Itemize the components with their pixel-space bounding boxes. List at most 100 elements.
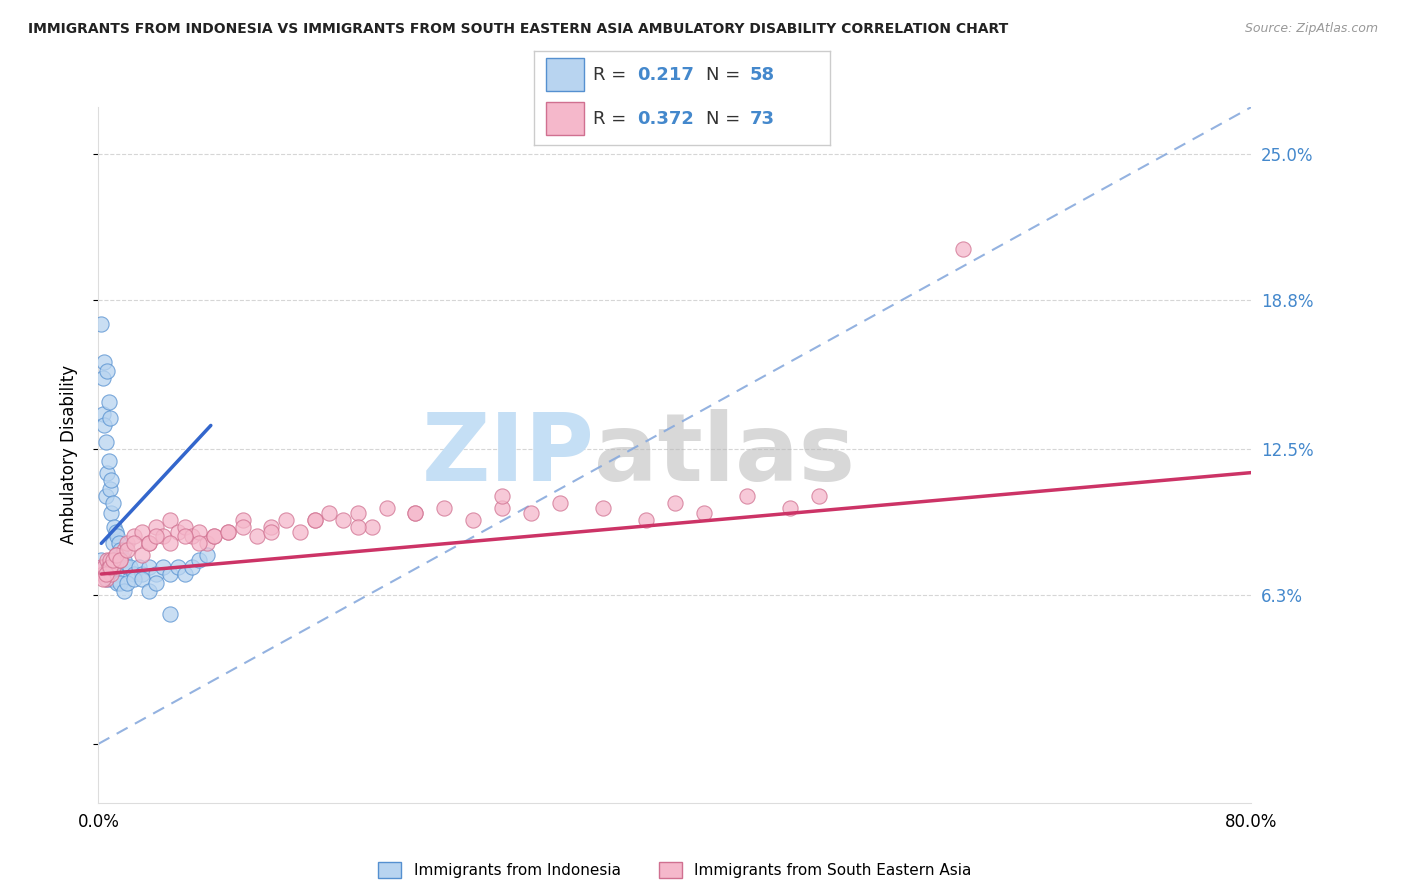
Point: [461, 513, 484, 527]
Point: [108, 543, 131, 558]
Point: [90, 560, 112, 574]
Point: [217, 524, 239, 539]
Point: [405, 506, 427, 520]
Point: [100, 572, 122, 586]
Point: [807, 489, 830, 503]
Point: [159, 567, 181, 582]
Point: [98, 553, 121, 567]
Point: [152, 560, 174, 574]
Point: [195, 536, 218, 550]
Point: [491, 489, 513, 503]
Point: [120, 560, 142, 574]
Point: [246, 529, 269, 543]
Point: [131, 548, 153, 562]
Point: [93, 560, 115, 574]
Point: [304, 513, 326, 527]
Point: [433, 500, 456, 515]
Point: [231, 513, 254, 527]
Point: [520, 506, 543, 520]
Point: [166, 560, 188, 574]
Point: [101, 560, 124, 574]
Point: [90, 317, 112, 331]
Text: atlas: atlas: [595, 409, 855, 501]
Point: [107, 536, 129, 550]
Point: [138, 583, 160, 598]
Point: [693, 506, 716, 520]
Point: [332, 513, 354, 527]
Text: R =: R =: [593, 66, 633, 84]
Point: [779, 500, 801, 515]
Point: [195, 548, 218, 562]
Point: [159, 536, 181, 550]
Point: [274, 513, 297, 527]
Point: [138, 560, 160, 574]
Point: [91, 567, 114, 582]
Point: [100, 473, 122, 487]
Point: [93, 560, 115, 574]
Point: [188, 536, 211, 550]
Point: [124, 572, 146, 586]
Point: [91, 371, 114, 385]
Point: [93, 418, 115, 433]
Point: [491, 500, 513, 515]
Point: [104, 567, 127, 582]
Point: [304, 513, 326, 527]
Point: [94, 567, 117, 582]
Point: [96, 572, 118, 586]
Point: [117, 543, 139, 558]
Point: [91, 572, 114, 586]
Point: [260, 524, 283, 539]
Point: [145, 567, 167, 582]
Point: [101, 567, 124, 582]
Point: [105, 529, 128, 543]
Point: [117, 576, 139, 591]
Point: [108, 553, 131, 567]
Bar: [546, 103, 585, 136]
Point: [98, 560, 121, 574]
Point: [91, 560, 114, 574]
Point: [181, 560, 204, 574]
Point: [97, 395, 120, 409]
Text: N =: N =: [706, 66, 745, 84]
Point: [104, 524, 127, 539]
Point: [174, 520, 197, 534]
Point: [138, 536, 160, 550]
Point: [188, 553, 211, 567]
Text: 73: 73: [749, 110, 775, 128]
Point: [96, 553, 118, 567]
Point: [112, 553, 135, 567]
Point: [98, 560, 121, 574]
Point: [97, 560, 120, 574]
Point: [174, 567, 197, 582]
Text: 58: 58: [749, 66, 775, 84]
Y-axis label: Ambulatory Disability: Ambulatory Disability: [59, 366, 77, 544]
Point: [346, 520, 368, 534]
Point: [145, 576, 167, 591]
Point: [117, 536, 139, 550]
Point: [361, 520, 384, 534]
Point: [375, 500, 398, 515]
Point: [101, 553, 124, 567]
Text: N =: N =: [706, 110, 745, 128]
Point: [636, 513, 658, 527]
Point: [231, 520, 254, 534]
Point: [94, 572, 117, 586]
Point: [152, 529, 174, 543]
Point: [346, 506, 368, 520]
Point: [101, 536, 124, 550]
Point: [97, 454, 120, 468]
Point: [735, 489, 758, 503]
Point: [159, 607, 181, 621]
Text: 0.217: 0.217: [638, 66, 695, 84]
Point: [96, 466, 118, 480]
Point: [94, 434, 117, 449]
Point: [103, 520, 125, 534]
Point: [124, 529, 146, 543]
Point: [202, 529, 225, 543]
Point: [104, 548, 127, 562]
Point: [952, 242, 974, 256]
Point: [112, 583, 135, 598]
Point: [131, 524, 153, 539]
Point: [202, 529, 225, 543]
Point: [100, 506, 122, 520]
